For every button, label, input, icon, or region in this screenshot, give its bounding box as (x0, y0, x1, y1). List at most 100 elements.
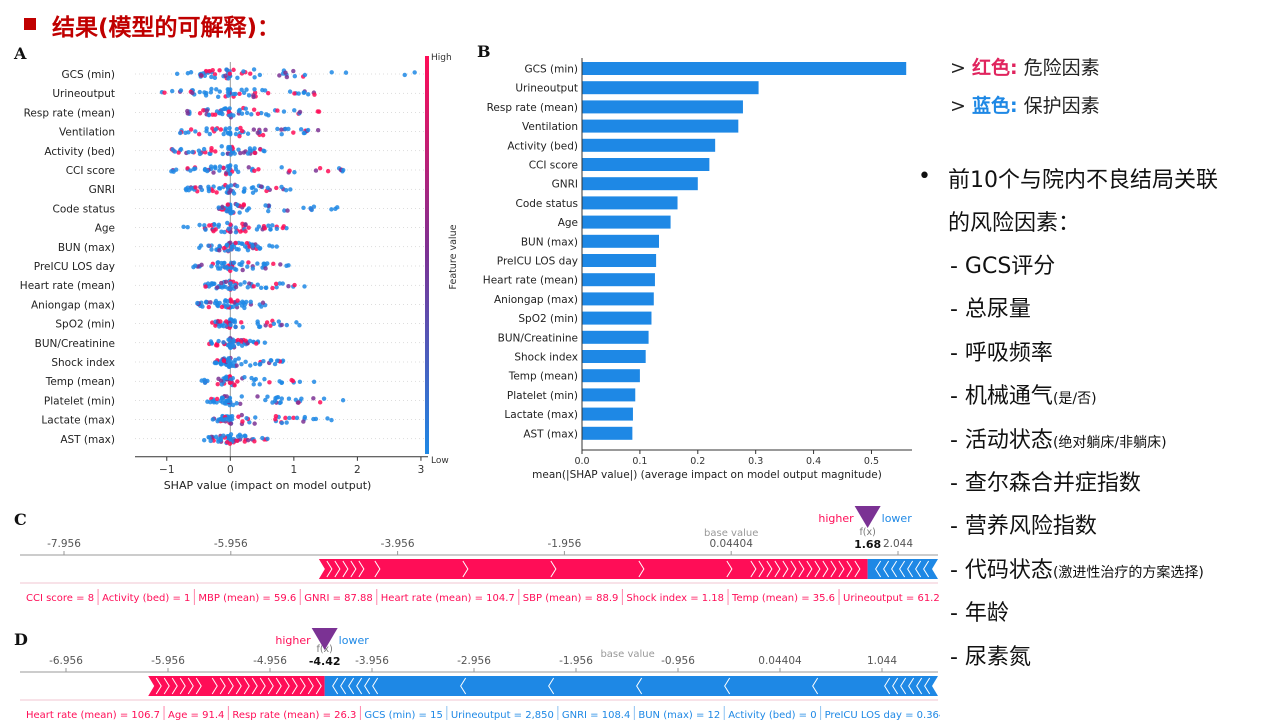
shap-dot (260, 132, 266, 138)
shap-dot (292, 108, 297, 113)
shap-dot (227, 171, 233, 177)
feature-label: Resp rate (mean) (24, 107, 115, 119)
shap-dot (210, 126, 215, 131)
feature-dots (197, 240, 279, 254)
shap-dot (236, 108, 242, 114)
higher-label: higher (275, 634, 311, 647)
shap-dot (234, 202, 240, 207)
feature-dots (177, 125, 321, 139)
chevron (251, 677, 258, 695)
shap-dot (251, 93, 256, 98)
shap-dot (252, 168, 257, 174)
shap-dot (248, 299, 253, 305)
shap-dot (279, 380, 284, 386)
shap-dot (291, 130, 296, 135)
chevron (548, 677, 555, 695)
shap-dot (239, 241, 244, 246)
shap-dot (251, 127, 257, 132)
risk-factors-bullet: • (918, 164, 931, 189)
shap-dot (241, 90, 247, 96)
shap-dot (237, 91, 242, 97)
shap-dot (240, 260, 245, 265)
bar-label: GCS (min) (525, 64, 578, 76)
shap-dot (236, 414, 241, 419)
shap-dot (219, 144, 224, 149)
shap-dot (185, 111, 190, 116)
force-blue-bar (324, 676, 938, 696)
shap-dot (213, 127, 218, 132)
shap-dot (227, 71, 233, 76)
shap-dot (186, 130, 191, 135)
shap-dot (209, 86, 214, 92)
shap-dot (196, 131, 202, 137)
shap-dot (302, 414, 308, 420)
bar-label: BUN/Creatinine (498, 332, 578, 344)
shap-dot (294, 320, 299, 325)
fx-value: -4.42 (309, 655, 341, 668)
shap-dot (227, 337, 232, 342)
shap-dot (228, 421, 234, 426)
shap-dot (218, 436, 223, 441)
shap-dot (227, 125, 232, 131)
shap-dot (217, 186, 223, 191)
shap-dot (218, 362, 224, 367)
shap-dot (225, 93, 231, 98)
legend-blue: > 蓝色: 保护因素 (950, 91, 1100, 118)
chevron (924, 677, 931, 695)
shap-dot (305, 92, 311, 97)
shap-dot (247, 338, 253, 344)
importance-bar (582, 215, 671, 229)
panel-label-d: D (14, 630, 28, 649)
x-tick-label: 1 (291, 464, 298, 476)
feature-dots (181, 220, 289, 235)
lower-label: lower (339, 634, 370, 647)
feature-label: SpO2 (min) (55, 319, 115, 331)
shap-dot (215, 285, 220, 290)
shap-dot (223, 73, 228, 78)
force-feature-label: Heart rate (mean) = 104.7 (381, 593, 515, 604)
chevron (891, 560, 898, 578)
force-red-bar (148, 676, 325, 696)
chevron (187, 677, 194, 695)
shap-dot (239, 111, 245, 116)
shap-dot (245, 264, 250, 269)
shap-dot (257, 362, 262, 367)
shap-dot (288, 187, 293, 192)
feature-label: Shock index (51, 357, 115, 369)
colorbar-axis-label: Feature value (448, 224, 459, 289)
shap-dot (235, 434, 241, 439)
chevron (638, 560, 645, 578)
importance-bar (582, 426, 633, 440)
shap-dot (214, 190, 219, 195)
shap-dot (268, 323, 273, 328)
shap-dot (233, 284, 239, 290)
legend-red-desc: 危险因素 (1017, 57, 1100, 79)
shap-dot (317, 400, 323, 405)
shap-dot (219, 229, 224, 234)
chevron (332, 677, 339, 695)
bar-label: Ventilation (522, 121, 578, 133)
x-tick-label: 0 (227, 464, 234, 476)
shap-dot (252, 75, 257, 80)
feature-dots (201, 432, 270, 446)
shap-dot (230, 402, 236, 408)
shap-dot (262, 376, 267, 382)
shap-dot (197, 111, 203, 116)
shap-dot (283, 415, 288, 421)
shap-dot (198, 243, 204, 248)
shap-dot (254, 341, 259, 346)
shap-dot (203, 93, 209, 98)
importance-bar (582, 62, 907, 75)
shap-dot (178, 88, 184, 93)
chevron (750, 560, 757, 578)
shap-dot (226, 226, 231, 231)
higher-label: higher (818, 512, 854, 525)
force-feature-label: SBP (mean) = 88.9 (523, 593, 619, 604)
shap-dot (245, 151, 251, 156)
shap-dot (257, 72, 263, 78)
bar-label: BUN (max) (521, 236, 578, 248)
shap-dot (222, 401, 228, 406)
shap-dot (292, 282, 297, 288)
shap-dot (224, 67, 229, 72)
chevron (782, 560, 789, 578)
